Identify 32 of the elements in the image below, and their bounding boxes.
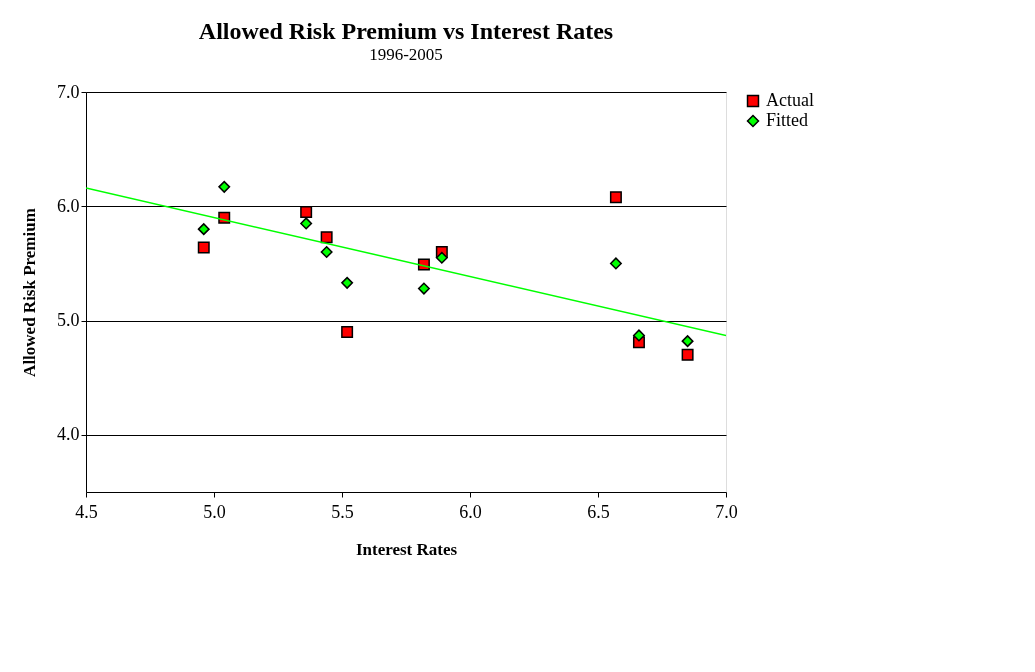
x-tick-label: 6.0 xyxy=(459,501,482,522)
point xyxy=(609,191,622,204)
x-tick-label: 4.5 xyxy=(75,501,98,522)
point xyxy=(218,180,231,193)
point xyxy=(341,276,354,289)
y-tick-label: 6.0 xyxy=(57,195,80,216)
point xyxy=(197,241,210,254)
point xyxy=(681,348,694,361)
point xyxy=(320,231,333,244)
x-tick-label: 5.0 xyxy=(203,501,226,522)
y-tick-label: 5.0 xyxy=(57,310,80,331)
point xyxy=(320,246,333,258)
legend-label: Fitted xyxy=(766,110,809,130)
x-tick-label: 5.5 xyxy=(331,501,354,522)
legend-label: Actual xyxy=(766,90,814,110)
y-tick-label: 4.0 xyxy=(57,424,80,445)
point xyxy=(609,257,622,270)
y-axis-title: Allowed Risk Premium xyxy=(20,208,39,377)
x-axis-title: Interest Rates xyxy=(355,539,458,559)
chart-title: Allowed Risk Premium vs Interest Rates xyxy=(198,18,614,44)
point xyxy=(300,206,313,218)
chart-subtitle: 1996-2005 xyxy=(369,45,443,64)
point xyxy=(632,329,645,342)
x-tick-label: 6.5 xyxy=(587,501,610,522)
point xyxy=(435,251,448,264)
point xyxy=(300,217,313,230)
point xyxy=(197,223,210,236)
point xyxy=(681,335,694,348)
point xyxy=(417,282,430,295)
y-tick-label: 7.0 xyxy=(57,81,80,102)
x-tick-label: 7.0 xyxy=(715,501,738,522)
point xyxy=(341,326,354,338)
